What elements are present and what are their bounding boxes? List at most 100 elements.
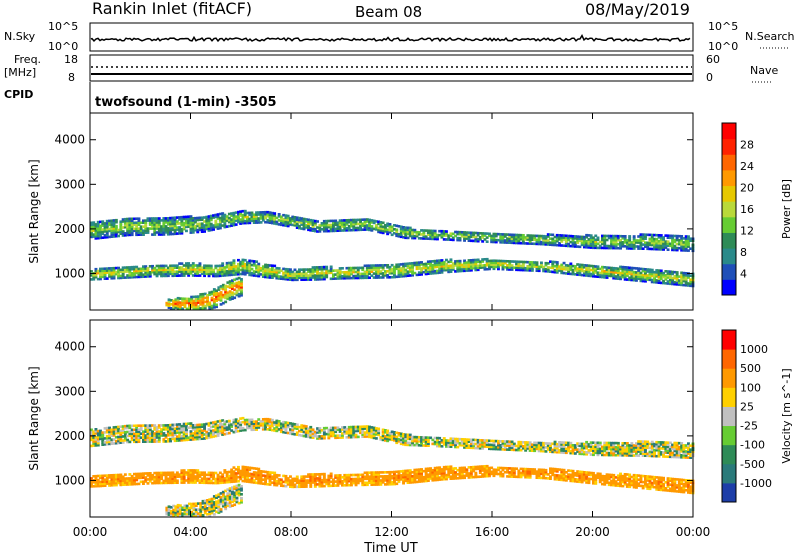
data-cell bbox=[295, 216, 299, 219]
data-cell bbox=[388, 229, 392, 232]
data-cell bbox=[234, 478, 238, 481]
data-cell bbox=[313, 274, 317, 277]
data-cell bbox=[619, 447, 622, 451]
data-cell bbox=[630, 241, 634, 244]
data-cell bbox=[243, 418, 247, 422]
data-cell bbox=[641, 444, 645, 447]
data-cell bbox=[130, 233, 134, 237]
data-cell bbox=[415, 261, 419, 265]
data-cell bbox=[194, 228, 197, 232]
data-cell bbox=[347, 220, 351, 224]
data-cell bbox=[200, 431, 204, 434]
data-cell bbox=[569, 445, 573, 449]
data-cell bbox=[521, 262, 525, 266]
data-cell bbox=[212, 435, 215, 438]
data-cell bbox=[530, 443, 534, 446]
data-cell bbox=[205, 221, 209, 225]
data-cell bbox=[207, 219, 211, 222]
data-cell bbox=[126, 483, 130, 486]
data-cell bbox=[96, 431, 100, 435]
data-cell bbox=[343, 426, 347, 429]
data-cell bbox=[512, 241, 516, 245]
data-cell bbox=[544, 241, 548, 244]
data-cell bbox=[293, 222, 297, 225]
data-cell bbox=[463, 444, 466, 447]
data-cell bbox=[644, 270, 647, 273]
data-cell bbox=[478, 447, 482, 450]
data-cell bbox=[92, 221, 96, 224]
data-cell bbox=[460, 231, 464, 234]
data-cell bbox=[365, 274, 369, 278]
data-cell bbox=[551, 233, 555, 237]
data-cell bbox=[261, 426, 265, 429]
data-cell bbox=[90, 438, 93, 442]
data-cell bbox=[343, 221, 347, 224]
data-cell bbox=[393, 265, 396, 269]
data-cell bbox=[623, 235, 627, 238]
data-cell bbox=[381, 438, 385, 442]
data-cell bbox=[386, 433, 390, 437]
data-cell bbox=[103, 234, 107, 237]
data-cell bbox=[673, 455, 677, 459]
data-cell bbox=[243, 262, 247, 266]
data-cell bbox=[583, 452, 586, 456]
data-cell bbox=[275, 266, 279, 270]
data-cell bbox=[650, 233, 654, 237]
data-cell bbox=[178, 228, 182, 231]
data-cell bbox=[354, 266, 358, 270]
data-cell bbox=[571, 243, 575, 246]
data-cell bbox=[185, 266, 188, 269]
data-cell bbox=[227, 425, 231, 429]
data-cell bbox=[544, 446, 548, 449]
data-cell bbox=[223, 272, 227, 275]
data-cell bbox=[417, 261, 421, 264]
data-cell bbox=[162, 440, 166, 443]
data-cell bbox=[664, 278, 668, 281]
data-cell bbox=[381, 266, 385, 269]
data-cell bbox=[234, 267, 238, 270]
data-cell bbox=[289, 219, 292, 222]
data-cell bbox=[374, 270, 378, 273]
data-cell bbox=[214, 471, 218, 475]
data-cell bbox=[463, 239, 466, 242]
data-cell bbox=[198, 479, 202, 482]
data-cell bbox=[233, 292, 237, 296]
data-cell bbox=[680, 243, 684, 246]
data-cell bbox=[521, 242, 525, 245]
data-cell bbox=[377, 222, 381, 226]
data-cell bbox=[361, 425, 365, 428]
data-cell bbox=[230, 224, 234, 227]
data-cell bbox=[289, 221, 292, 224]
data-cell bbox=[515, 235, 518, 239]
data-cell bbox=[497, 263, 500, 267]
data-cell bbox=[198, 423, 202, 427]
data-cell bbox=[172, 305, 176, 309]
data-cell bbox=[196, 230, 200, 234]
data-cell bbox=[675, 248, 679, 252]
data-cell bbox=[123, 424, 127, 428]
data-cell bbox=[578, 267, 582, 271]
data-cell bbox=[352, 429, 356, 433]
data-cell bbox=[169, 471, 172, 475]
data-cell bbox=[564, 240, 568, 244]
data-cell bbox=[250, 267, 254, 271]
data-cell bbox=[664, 240, 668, 243]
data-cell bbox=[551, 262, 555, 266]
data-cell bbox=[614, 453, 618, 457]
data-cell bbox=[123, 268, 127, 271]
data-cell bbox=[239, 421, 243, 424]
data-cell bbox=[431, 235, 435, 239]
data-cell bbox=[662, 248, 665, 251]
data-cell bbox=[354, 218, 358, 222]
data-cell bbox=[332, 277, 335, 280]
data-cell bbox=[662, 238, 665, 241]
data-cell bbox=[257, 426, 261, 429]
data-cell bbox=[289, 274, 292, 277]
data-cell bbox=[252, 215, 256, 218]
data-cell bbox=[587, 264, 591, 267]
data-cell bbox=[224, 294, 228, 298]
data-cell bbox=[96, 480, 100, 484]
data-cell bbox=[103, 437, 107, 440]
data-cell bbox=[433, 442, 437, 446]
data-cell bbox=[311, 225, 315, 228]
